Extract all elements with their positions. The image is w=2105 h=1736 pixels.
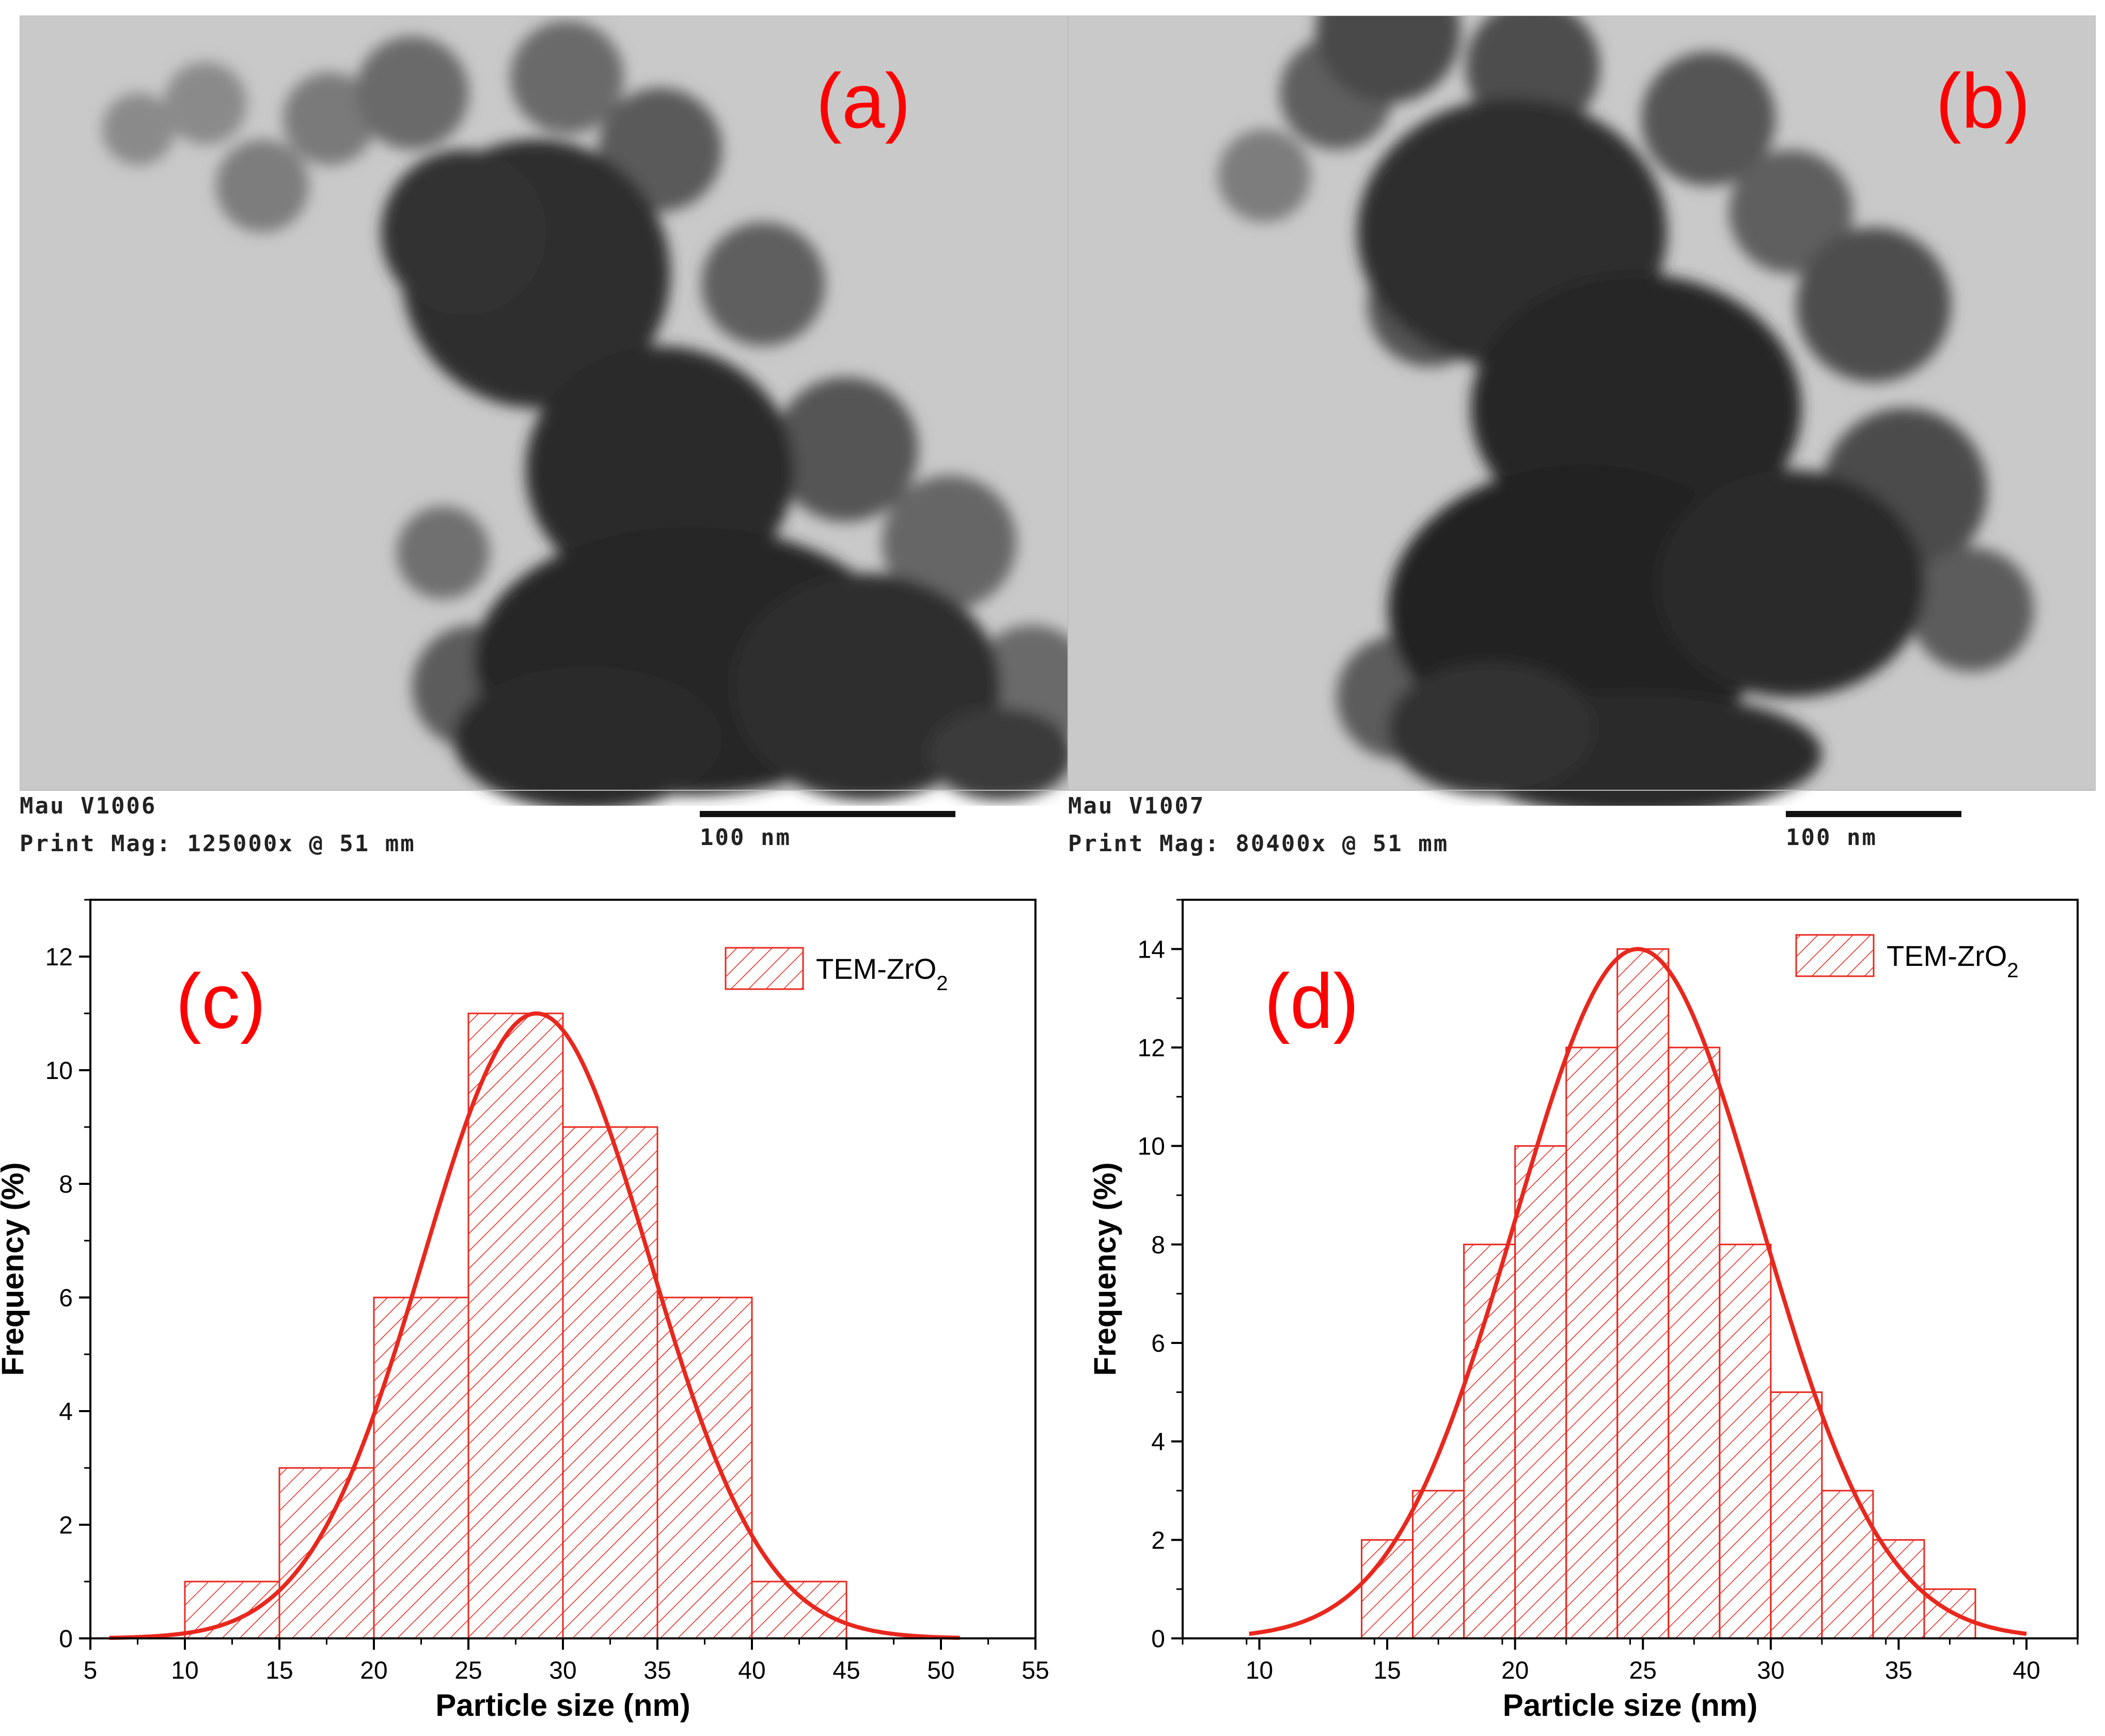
- x-tick-label: 25: [454, 1657, 482, 1684]
- scale-bar-label-b: 100 nm: [1786, 824, 1877, 851]
- histogram-bar: [1770, 1391, 1823, 1639]
- legend-swatch: [1795, 934, 1875, 977]
- legend-label: TEM-ZrO2: [816, 952, 948, 995]
- x-tick-label: 55: [1022, 1657, 1049, 1684]
- x-tick-label: 30: [549, 1657, 576, 1684]
- x-axis-label: Particle size (nm): [435, 1688, 690, 1723]
- y-tick-label: 4: [1151, 1429, 1165, 1456]
- histogram-bar: [562, 1126, 658, 1639]
- tem-caption-line2-a: Print Mag: 125000x @ 51 mm: [20, 831, 416, 857]
- histogram-bar: [751, 1581, 847, 1639]
- y-tick-label: 6: [1151, 1330, 1165, 1357]
- histogram-bar: [1923, 1588, 1976, 1639]
- y-axis-label: Frequency (%): [1088, 1162, 1122, 1375]
- tem-caption-line1-b: Mau V1007: [1068, 793, 1205, 819]
- y-tick-label: 2: [59, 1512, 73, 1539]
- y-tick-label: 12: [1138, 1035, 1165, 1062]
- x-tick-label: 15: [265, 1657, 293, 1684]
- histogram-panel-c: 5 10 15 20 25 30 35 40 45 50 55 0 2 4 6 8 10 12 Particle s…: [0, 878, 1068, 1733]
- histogram-bar: [278, 1467, 375, 1639]
- x-tick-label: 15: [1373, 1657, 1401, 1684]
- legend-label: TEM-ZrO2: [1887, 940, 2019, 982]
- x-tick-label: 45: [832, 1657, 860, 1684]
- y-tick-label: 10: [1138, 1133, 1165, 1161]
- histogram-bar: [1616, 948, 1670, 1639]
- tem-image-panel-a: (a) Mau V1006 Print Mag: 125000x @ 51 mm…: [0, 0, 1088, 878]
- panel-label: (d): [1264, 958, 1359, 1044]
- tem-micrograph-a: [20, 15, 1088, 806]
- tem-caption-line1-a: Mau V1006: [20, 793, 157, 819]
- x-tick-label: 40: [738, 1657, 765, 1684]
- y-tick-label: 12: [45, 944, 73, 971]
- scale-bar-label-a: 100 nm: [700, 824, 791, 851]
- histogram-bar: [1821, 1490, 1874, 1639]
- y-tick-label: 8: [59, 1171, 73, 1198]
- x-tick-label: 30: [1757, 1657, 1784, 1684]
- y-tick-label: 0: [1151, 1625, 1165, 1653]
- histogram-panel-d: 10 15 20 25 30 35 40 0 2 4 6 8 10 12 14 Particle size (…: [1068, 878, 2105, 1733]
- histogram-bar: [373, 1296, 469, 1639]
- histogram-bar: [1514, 1145, 1567, 1639]
- panel-label-b: (b): [1936, 57, 2031, 144]
- x-tick-label: 40: [2013, 1657, 2040, 1684]
- histogram-bar: [1412, 1490, 1465, 1639]
- legend-swatch: [725, 947, 804, 990]
- scale-bar-b: [1786, 811, 1961, 817]
- y-tick-label: 6: [59, 1285, 73, 1312]
- x-tick-label: 5: [84, 1657, 98, 1684]
- x-axis-label: Particle size (nm): [1503, 1688, 1758, 1723]
- x-tick-label: 10: [1246, 1657, 1273, 1684]
- histogram-chart-c: 5 10 15 20 25 30 35 40 45 50 55 0 2 4 6 8 10 12 Particle s…: [0, 899, 1049, 1723]
- histogram-bar: [656, 1296, 753, 1639]
- y-tick-label: 14: [1138, 936, 1165, 963]
- panel-label: (c): [176, 958, 266, 1044]
- x-tick-label: 35: [1885, 1657, 1912, 1684]
- y-tick-label: 10: [45, 1057, 73, 1085]
- histogram-chart-d: 10 15 20 25 30 35 40 0 2 4 6 8 10 12 14 Particle size (…: [1088, 899, 2079, 1723]
- x-tick-label: 20: [360, 1657, 387, 1684]
- y-tick-label: 4: [59, 1398, 73, 1426]
- scale-bar-a: [700, 811, 955, 817]
- x-tick-label: 50: [927, 1657, 954, 1684]
- x-tick-label: 10: [171, 1657, 198, 1684]
- x-tick-label: 25: [1629, 1657, 1657, 1684]
- y-tick-label: 0: [59, 1625, 73, 1653]
- tem-micrograph-b: [1068, 15, 2096, 806]
- gaussian-fit-curve: [1249, 947, 2027, 1636]
- gaussian-fit-curve: [109, 1011, 960, 1640]
- tem-caption-line2-b: Print Mag: 80400x @ 51 mm: [1068, 831, 1449, 857]
- y-axis-label: Frequency (%): [0, 1162, 30, 1375]
- tem-image-panel-b: (b) Mau V1007 Print Mag: 80400x @ 51 mm …: [1068, 0, 2105, 878]
- y-tick-label: 8: [1151, 1231, 1165, 1259]
- y-tick-label: 2: [1151, 1527, 1165, 1554]
- histogram-bar: [1872, 1539, 1925, 1639]
- panel-label-a: (a): [816, 57, 911, 144]
- histogram-bar: [1719, 1243, 1772, 1639]
- x-tick-label: 35: [643, 1657, 671, 1684]
- x-tick-label: 20: [1501, 1657, 1529, 1684]
- histogram-bar: [467, 1012, 564, 1639]
- histogram-bar: [1668, 1046, 1721, 1639]
- histogram-bar: [1565, 1046, 1619, 1639]
